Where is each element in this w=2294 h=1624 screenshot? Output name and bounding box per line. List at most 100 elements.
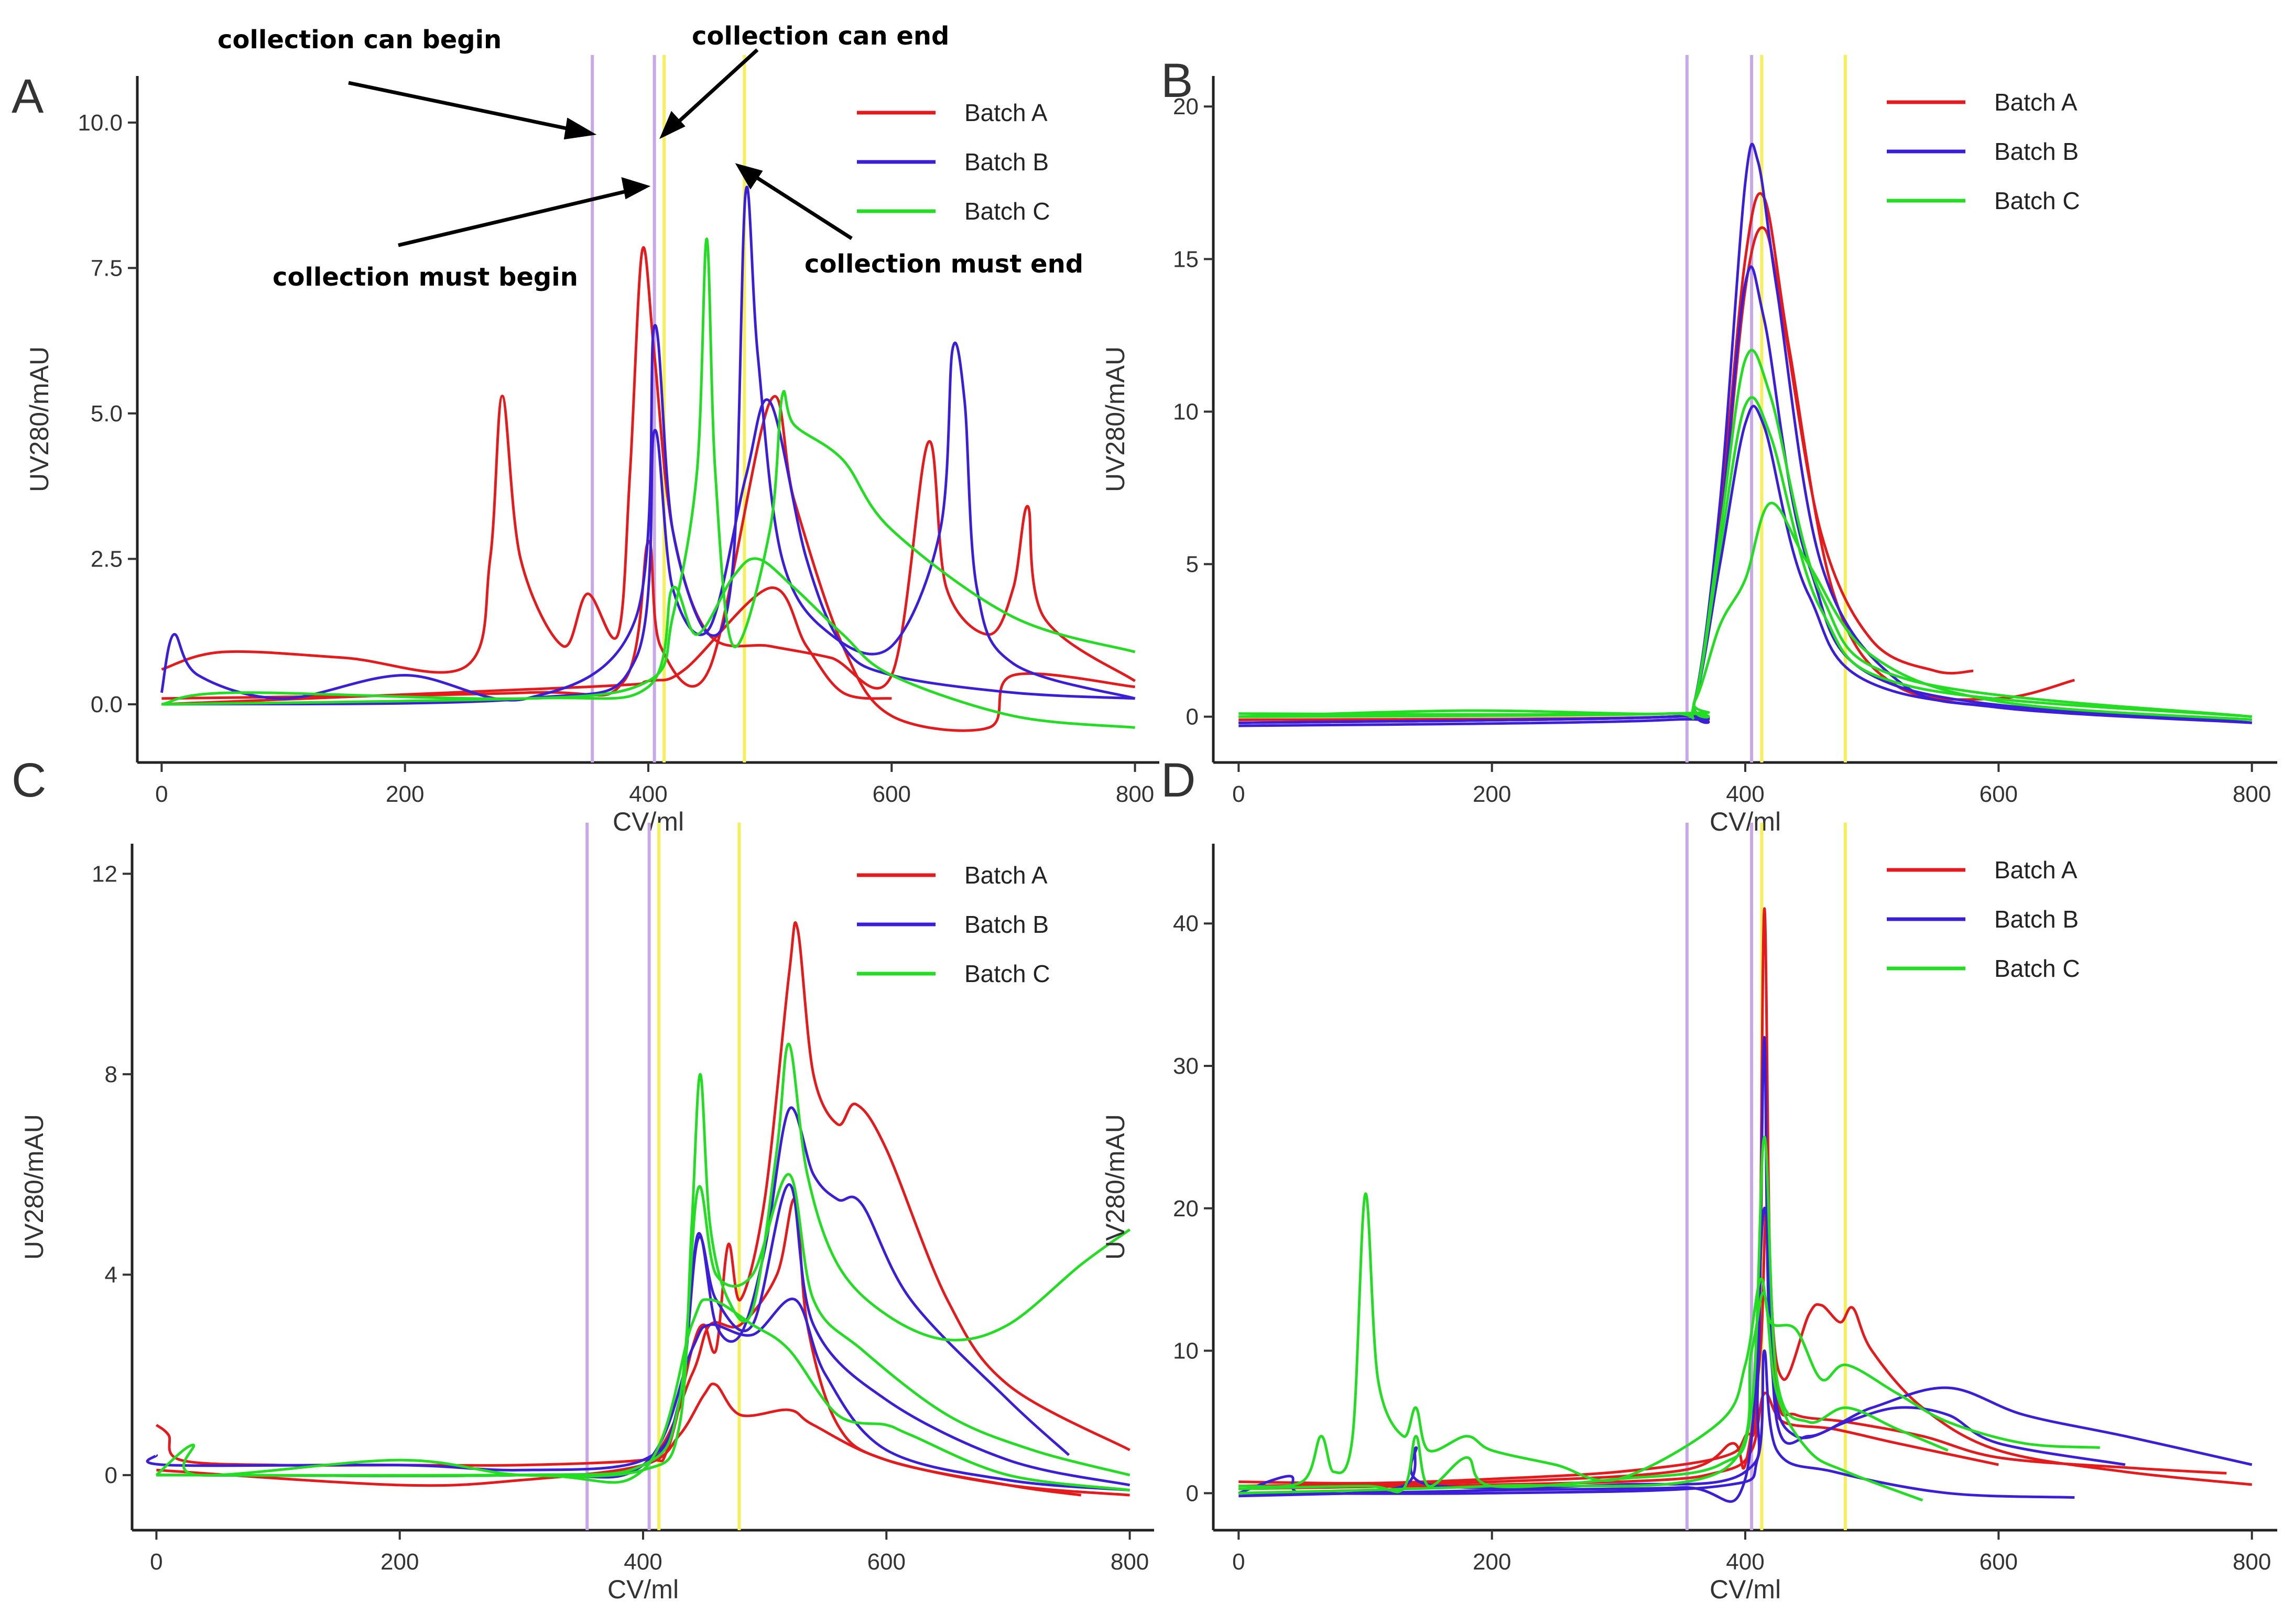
legend: Batch A Batch B Batch C xyxy=(1887,856,2080,982)
y-tick-label: 10 xyxy=(1173,399,1199,424)
x-tick-label: 200 xyxy=(1473,1549,1511,1575)
x-tick-label: 0 xyxy=(155,781,168,807)
legend-label: Batch A xyxy=(1994,856,2078,884)
legend-label: Batch A xyxy=(964,99,1048,126)
y-tick-label: 5 xyxy=(1186,552,1199,577)
arrow-must-begin-head xyxy=(621,177,651,200)
arrow-can-end xyxy=(671,48,759,129)
y-axis-title: UV280/mAU xyxy=(25,346,54,492)
x-tick-label: 400 xyxy=(629,781,667,807)
series-group xyxy=(146,921,1131,1497)
y-tick-label: 12 xyxy=(92,861,117,887)
y-tick-label: 2.5 xyxy=(91,546,123,572)
arrow-must-end-head xyxy=(735,163,763,190)
x-axis-title: CV/ml xyxy=(1710,807,1781,836)
y-tick-label: 10 xyxy=(1173,1338,1199,1364)
x-axis-title: CV/ml xyxy=(607,1575,679,1604)
y-tick-label: 15 xyxy=(1173,246,1199,272)
y-axis-title: UV280/mAU xyxy=(1101,346,1130,492)
arrow-can-begin xyxy=(348,81,580,133)
y-tick-label: 20 xyxy=(1173,94,1199,119)
legend-label: Batch C xyxy=(964,198,1050,225)
series-line-batch-a xyxy=(161,246,1136,690)
series-line-batch-c xyxy=(161,237,1136,706)
series-line-batch-b xyxy=(1238,1207,2126,1503)
y-tick-label: 8 xyxy=(105,1062,117,1087)
series-line-batch-b xyxy=(146,1106,1070,1472)
series-line-batch-a xyxy=(161,586,892,706)
series-line-batch-c xyxy=(155,1042,1131,1478)
x-tick-label: 400 xyxy=(1726,781,1764,807)
annotation-must-end: collection must end xyxy=(804,249,1083,279)
y-tick-label: 4 xyxy=(105,1262,117,1288)
y-tick-label: 20 xyxy=(1173,1196,1199,1222)
arrow-can-begin-head xyxy=(563,117,597,140)
y-tick-label: 40 xyxy=(1173,911,1199,936)
x-tick-label: 800 xyxy=(2233,1549,2271,1575)
legend-label: Batch C xyxy=(1994,955,2080,982)
legend: Batch A Batch B Batch C xyxy=(1887,89,2080,214)
annotation-arrows xyxy=(348,48,853,247)
y-tick-label: 0.0 xyxy=(91,692,123,717)
y-tick-label: 10.0 xyxy=(78,110,123,136)
series-group xyxy=(1238,143,2252,727)
series-line-batch-b xyxy=(160,186,1136,702)
series-line-batch-c xyxy=(156,1298,1130,1491)
series-line-batch-c xyxy=(156,1173,1130,1477)
panel-d: D 0 200 400 600 800 0 10 20 30 40 CV/ml UV280/mAU Bat… xyxy=(1101,754,2277,1604)
legend-label: Batch B xyxy=(964,148,1049,176)
x-tick-label: 800 xyxy=(1116,781,1154,807)
legend-label: Batch B xyxy=(1994,906,2079,933)
y-tick-label: 7.5 xyxy=(91,255,123,281)
x-tick-label: 200 xyxy=(1473,781,1511,807)
y-tick-label: 5.0 xyxy=(91,401,123,427)
x-tick-label: 800 xyxy=(1111,1549,1149,1575)
series-line-batch-c xyxy=(1238,1192,2100,1488)
y-tick-label: 0 xyxy=(1186,704,1199,730)
series-line-batch-c xyxy=(1238,502,2252,721)
panel-letter: B xyxy=(1161,54,1193,107)
y-tick-label: 30 xyxy=(1173,1053,1199,1079)
series-group xyxy=(1238,907,2253,1503)
series-line-batch-b xyxy=(161,398,1135,706)
legend-label: Batch C xyxy=(1994,187,2080,214)
annotation-can-begin: collection can begin xyxy=(218,25,502,55)
annotation-must-begin: collection must begin xyxy=(273,263,578,292)
legend-label: Batch B xyxy=(964,911,1049,938)
panel-b: B 0 200 400 600 800 0 5 10 15 20 CV/ml UV280/mAU Batc… xyxy=(1101,54,2277,836)
series-line-batch-b xyxy=(1238,405,2252,724)
annotation-can-end: collection can end xyxy=(692,21,949,51)
x-tick-label: 800 xyxy=(2233,781,2271,807)
panel-letter: A xyxy=(12,70,44,123)
legend-label: Batch A xyxy=(964,862,1048,889)
x-axis-title: CV/ml xyxy=(1710,1575,1781,1604)
x-tick-label: 600 xyxy=(873,781,911,807)
y-axis-title: UV280/mAU xyxy=(19,1114,49,1260)
series-line-batch-c xyxy=(1238,348,2252,720)
x-tick-label: 400 xyxy=(1726,1549,1764,1575)
legend: Batch A Batch B Batch C xyxy=(857,99,1050,225)
panel-c: C 0 200 400 600 800 0 4 8 12 CV/ml UV280/mAU Batch A… xyxy=(12,754,1154,1604)
y-tick-label: 0 xyxy=(1186,1480,1199,1506)
x-tick-label: 200 xyxy=(380,1549,419,1575)
annotation-layer: collection can begin collection can end … xyxy=(218,21,1083,292)
legend-label: Batch A xyxy=(1994,89,2078,116)
panel-letter: C xyxy=(12,754,46,807)
x-tick-label: 0 xyxy=(150,1549,162,1575)
x-tick-label: 0 xyxy=(1232,781,1245,807)
x-tick-label: 0 xyxy=(1232,1549,1245,1575)
x-tick-label: 200 xyxy=(386,781,424,807)
legend-label: Batch C xyxy=(964,960,1050,987)
y-tick-label: 0 xyxy=(105,1463,117,1488)
series-line-batch-c xyxy=(1238,1136,1949,1494)
arrow-must-begin xyxy=(398,188,634,247)
legend-label: Batch B xyxy=(1994,138,2079,165)
panels: A0 200 400 600 8000.02.55.07.510.0CV/mlUV280… xyxy=(12,54,2277,1604)
legend: Batch A Batch B Batch C xyxy=(857,862,1050,987)
arrow-must-end xyxy=(748,171,853,240)
x-tick-label: 600 xyxy=(1980,781,2018,807)
series-line-batch-c xyxy=(161,557,1135,729)
